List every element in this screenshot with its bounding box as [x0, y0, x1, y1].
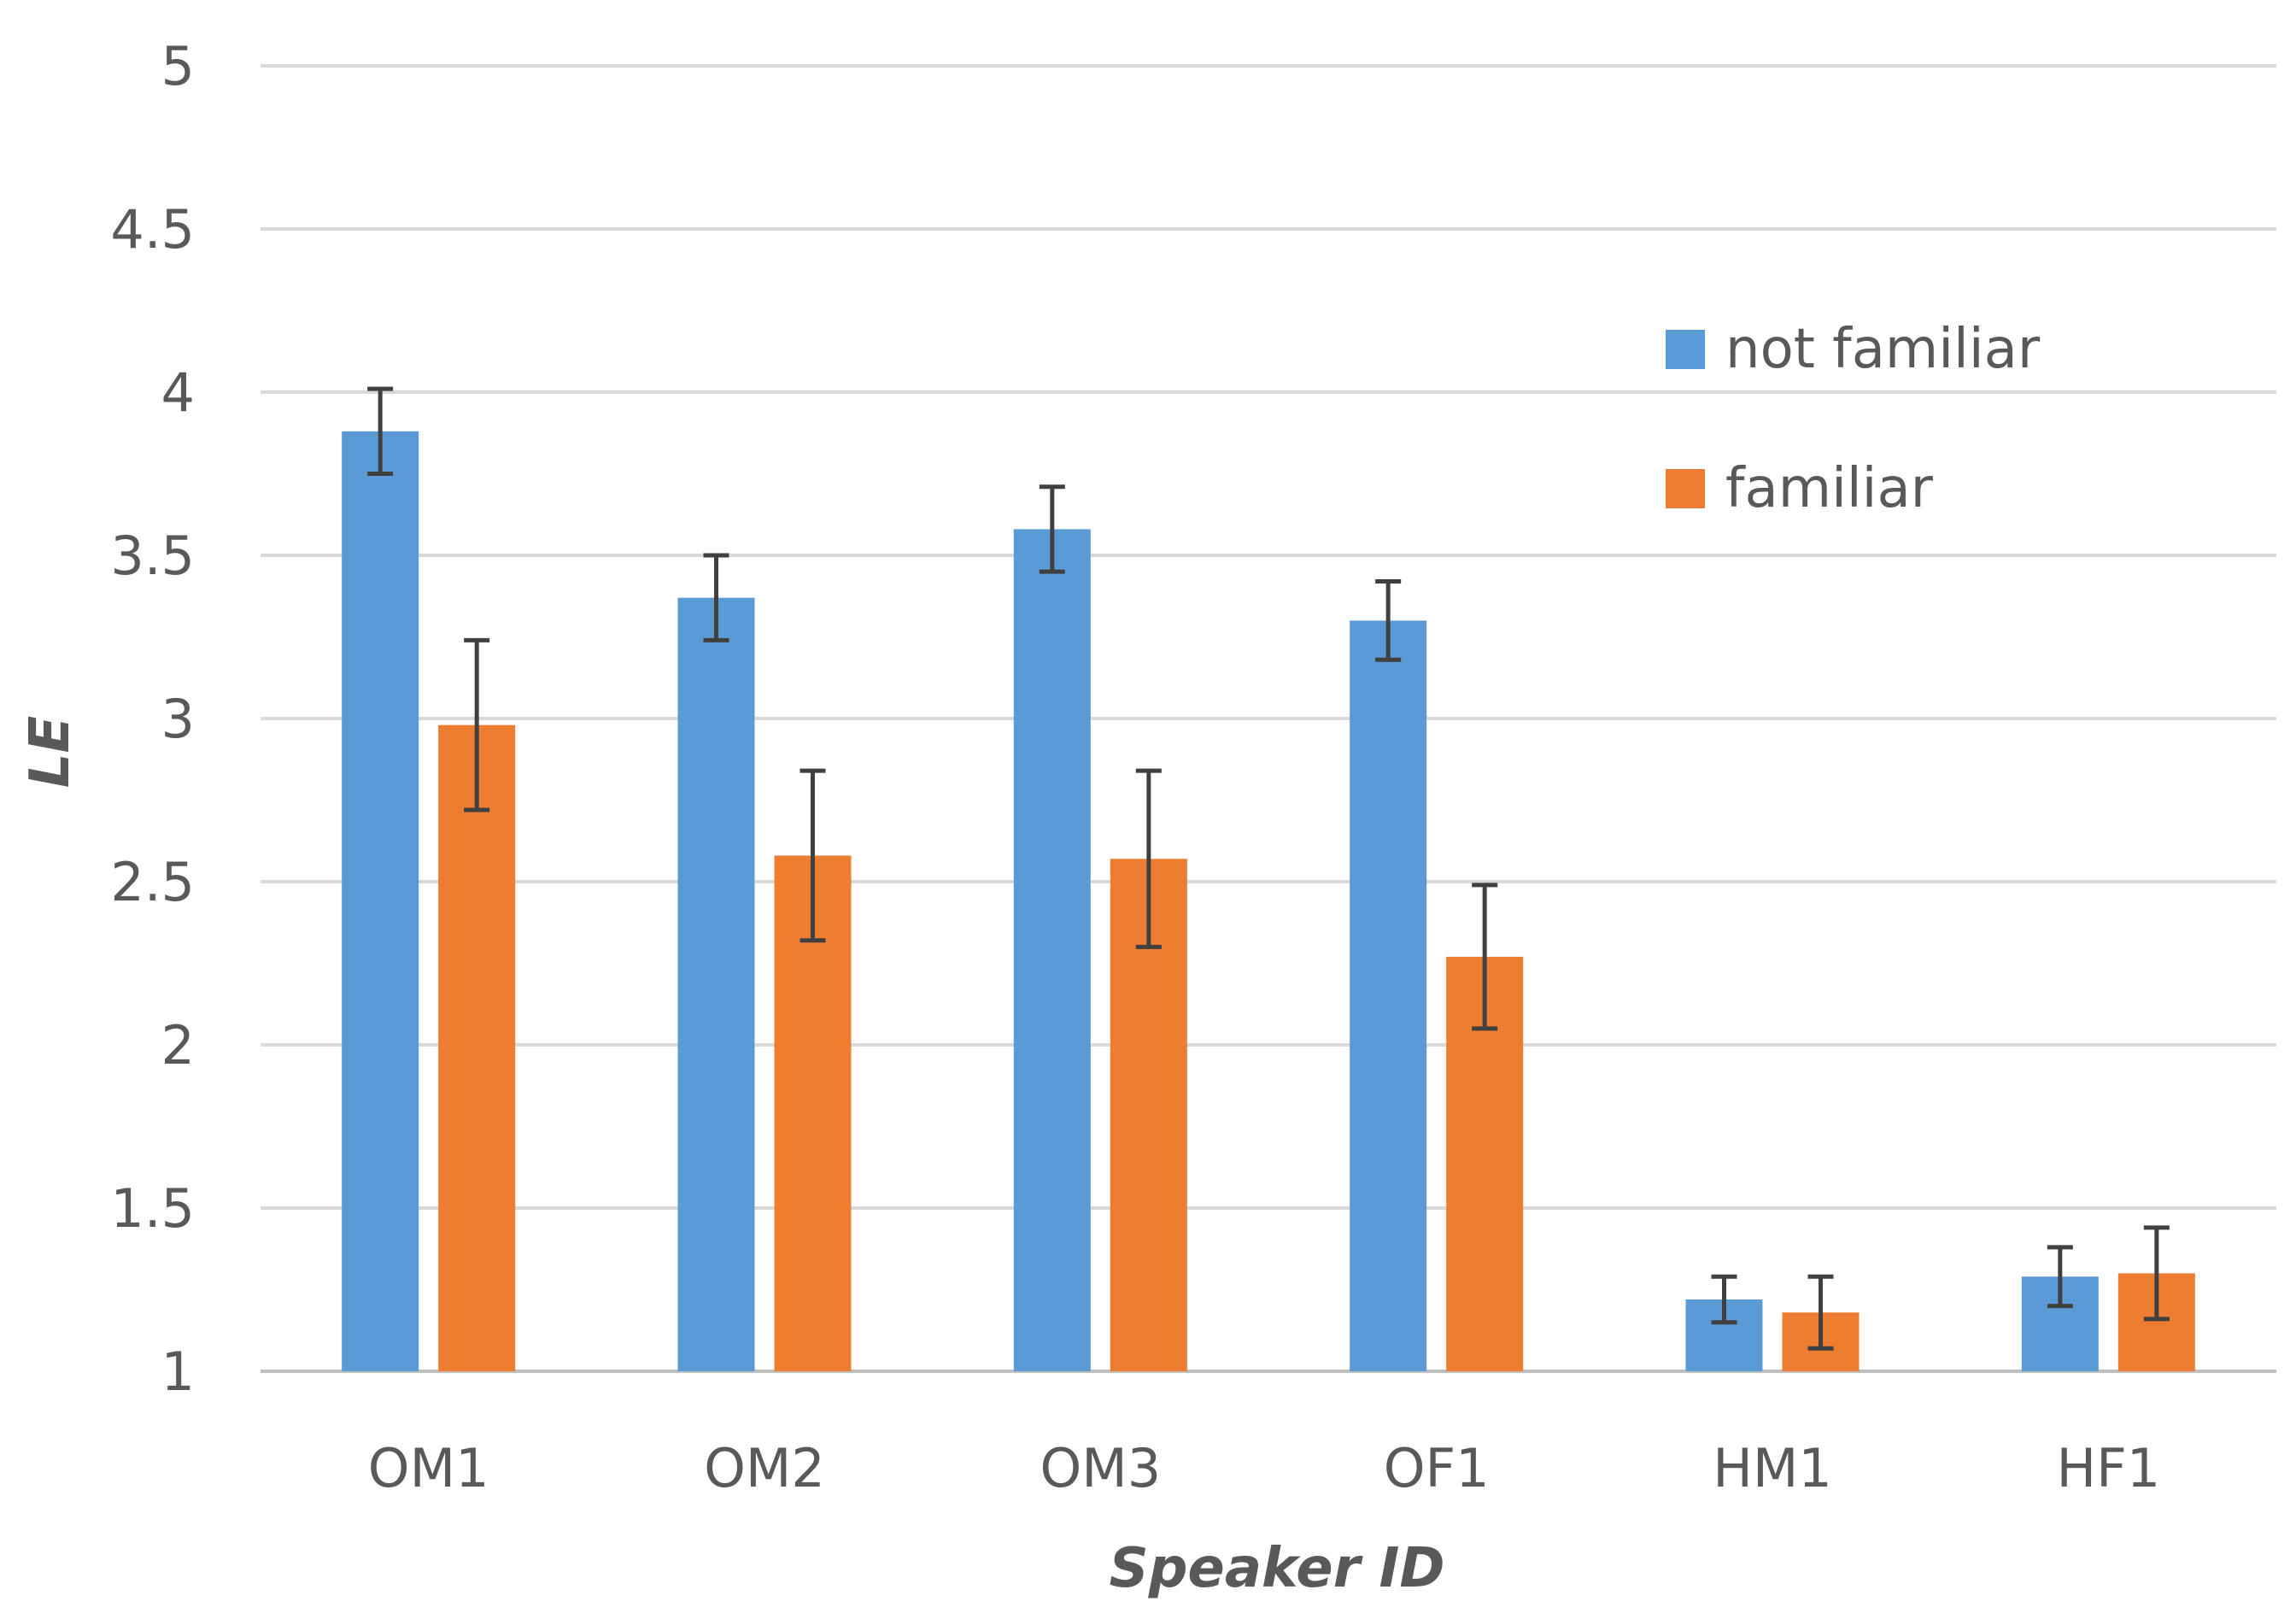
x-tick-label: HF1	[2056, 1437, 2160, 1499]
gridlines	[261, 64, 2276, 1373]
x-tick-label: OF1	[1384, 1437, 1490, 1499]
error-bar	[1135, 768, 1162, 949]
x-tick-label: HM1	[1713, 1437, 1832, 1499]
legend-label: familiar	[1725, 457, 1934, 520]
x-axis-ticks: OM1 OM2 OM3 OF1 HM1 HF1	[368, 1437, 2160, 1499]
x-tick-label: OM2	[704, 1437, 825, 1499]
y-tick-label: 4	[161, 361, 195, 424]
y-tick-label: 3.5	[110, 525, 195, 587]
error-bar	[703, 553, 729, 642]
error-bars	[367, 386, 2170, 1351]
bar-om1-not-familiar	[342, 431, 419, 1372]
x-tick-label: OM1	[368, 1437, 489, 1499]
error-bar	[1711, 1274, 1737, 1325]
y-tick-label: 5	[161, 35, 195, 97]
y-tick-label: 1.5	[110, 1177, 195, 1240]
error-bar	[1807, 1274, 1834, 1351]
error-bar	[2047, 1245, 2073, 1309]
x-axis-title: Speaker ID	[1110, 1537, 1445, 1600]
y-axis-title: LE	[19, 716, 82, 789]
legend: not familiar familiar	[1666, 318, 2041, 520]
bar-om3-not-familiar	[1013, 529, 1091, 1371]
error-bar	[2143, 1225, 2170, 1322]
x-tick-label: OM3	[1040, 1437, 1161, 1499]
y-tick-label: 4.5	[110, 198, 195, 261]
error-bar	[464, 637, 490, 812]
y-tick-label: 1	[161, 1340, 195, 1403]
y-tick-label: 2.5	[110, 851, 195, 913]
error-bar	[800, 768, 826, 943]
legend-swatch	[1666, 330, 1705, 369]
bars	[342, 431, 2195, 1372]
error-bar	[1472, 883, 1498, 1031]
error-bar	[1039, 484, 1065, 574]
bar-om2-not-familiar	[677, 597, 755, 1371]
y-axis-ticks: 1 1.5 2 2.5 3 3.5 4 4.5 5	[110, 35, 195, 1403]
legend-label: not familiar	[1725, 318, 2041, 381]
y-tick-label: 3	[161, 688, 195, 750]
bar-om1-familiar	[438, 724, 516, 1371]
bar-of1-not-familiar	[1350, 620, 1427, 1371]
legend-swatch	[1666, 469, 1705, 508]
y-tick-label: 2	[161, 1014, 195, 1076]
error-bar	[367, 386, 394, 476]
error-bar	[1375, 579, 1402, 662]
